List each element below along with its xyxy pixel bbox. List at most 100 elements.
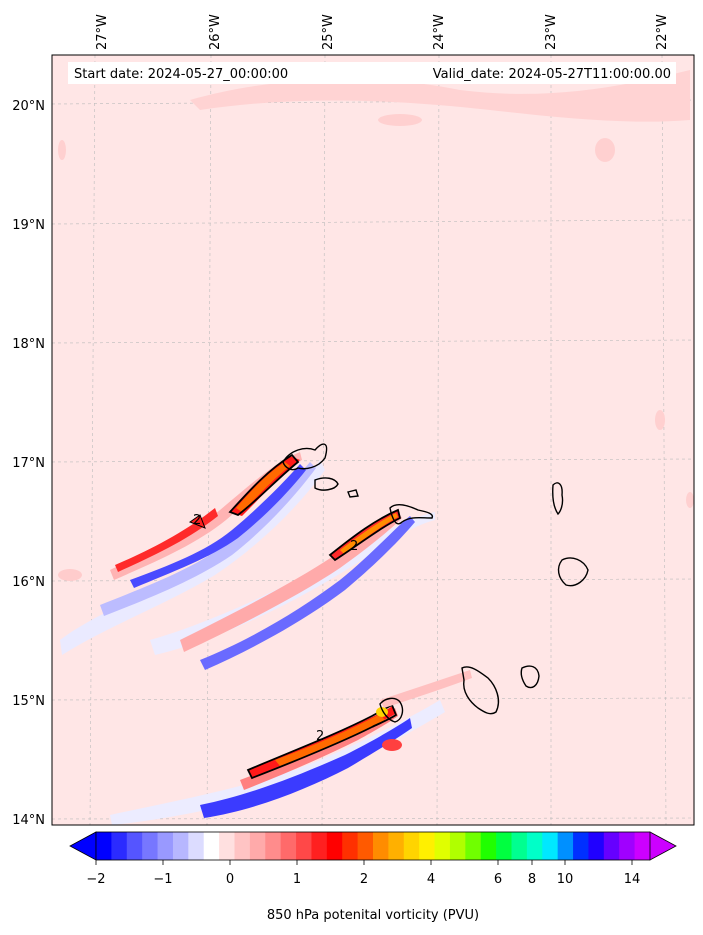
colorbar-swatch: [157, 832, 174, 860]
colorbar-swatch: [219, 832, 236, 860]
lat-label-18n: 18°N: [12, 337, 45, 352]
contour-label: 2: [350, 539, 358, 554]
lat-label-15n: 15°N: [12, 694, 45, 709]
gridline-lat-19n: [51, 219, 695, 225]
pv-streamer-middle: [150, 508, 435, 670]
cbar-tick-label: −1: [153, 872, 172, 887]
latitude-labels: 20°N 19°N 18°N 17°N 16°N 15°N 14°N: [12, 99, 45, 828]
colorbar-frame: [95, 831, 651, 861]
map-frame: [51, 54, 695, 826]
pv-speckle: [58, 569, 82, 581]
island-sao-vicente: [314, 477, 339, 491]
gridline-lon-24w: [436, 54, 440, 826]
colorbar-swatch: [326, 832, 343, 860]
lon-label-23w: 23°W: [544, 14, 559, 50]
pv-speckle: [58, 140, 66, 160]
cbar-tick-label: −2: [86, 872, 105, 887]
colorbar-high-extend-arrow: [649, 831, 677, 861]
colorbar-swatch: [172, 832, 189, 860]
valid-date-label: Valid_date: 2024-05-27T11:00:00.00: [433, 67, 671, 82]
gridline-lon-25w: [321, 54, 326, 826]
gridline-lat-15n: [51, 697, 695, 701]
cbar-tick-label: 0: [226, 872, 234, 887]
pv-streamer-north: [60, 452, 325, 655]
start-date-label: Start date: 2024-05-27_00:00:00: [74, 67, 288, 82]
colorbar-swatch: [96, 832, 112, 860]
contour-labels: 2 2 2: [193, 513, 358, 744]
cbar-tick-label: 4: [427, 872, 435, 887]
contour-label: 2: [193, 513, 201, 528]
pv-speckle: [655, 410, 665, 430]
cbar-tick-label: 1: [293, 872, 301, 887]
lon-label-27w: 27°W: [95, 14, 110, 50]
colorbar-swatch: [373, 832, 389, 860]
map-field-background: [52, 55, 694, 825]
gridline-lat-14n: [51, 817, 695, 820]
pv-speckle: [382, 739, 402, 751]
lon-label-22w: 22°W: [655, 14, 670, 50]
colorbar-swatch: [188, 832, 205, 860]
colorbar-swatch: [496, 832, 513, 860]
colorbar-swatch: [111, 832, 128, 860]
cbar-tick-label: 6: [494, 872, 502, 887]
island-maio: [520, 665, 540, 689]
contour-label: 2: [316, 729, 324, 744]
colorbar-swatch: [342, 832, 359, 860]
lat-label-20n: 20°N: [12, 99, 45, 114]
gridline-lat-16n: [51, 578, 695, 582]
colorbar-swatch: [619, 832, 636, 860]
cbar-tick-label: 8: [528, 872, 536, 887]
colorbar-swatch: [603, 832, 620, 860]
colorbar-swatch: [526, 832, 543, 860]
colorbar-swatch: [511, 832, 528, 860]
lat-label-19n: 19°N: [12, 218, 45, 233]
island-santo-antao: [282, 443, 328, 471]
colorbar-swatch: [280, 832, 297, 860]
lat-label-14n: 14°N: [12, 813, 45, 828]
colorbar-low-extend-arrow: [69, 831, 97, 861]
lat-label-16n: 16°N: [12, 575, 45, 590]
colorbar-swatch: [465, 832, 482, 860]
lon-label-24w: 24°W: [432, 14, 447, 50]
gridline-lat-17n: [51, 458, 695, 463]
gridline-lon-27w: [89, 54, 96, 826]
pv-speckle: [595, 138, 615, 162]
colorbar-swatch: [588, 832, 605, 860]
gridline-lon-22w: [661, 54, 667, 826]
colorbar: −2 −1 0 1 2 4 6 8 10 14 850 hPa potenita…: [69, 831, 677, 923]
colorbar-swatch: [557, 832, 574, 860]
date-annotation-box: [68, 62, 676, 84]
pv-speckle: [686, 492, 694, 508]
colorbar-swatches: [96, 832, 651, 860]
coastlines: [282, 443, 589, 723]
colorbar-ticks: [95, 860, 633, 865]
colorbar-swatch: [403, 832, 420, 860]
pv-speckle: [378, 114, 422, 126]
colorbar-swatch: [142, 832, 159, 860]
island-santiago: [461, 666, 500, 715]
gridline-lon-26w: [206, 54, 212, 826]
cbar-tick-label: 10: [557, 872, 574, 887]
island-sao-nicolau: [389, 504, 434, 525]
lon-label-25w: 25°W: [321, 14, 336, 50]
colorbar-swatch: [249, 832, 266, 860]
colorbar-swatch: [126, 832, 143, 860]
colorbar-swatch: [634, 832, 651, 860]
cbar-tick-label: 2: [360, 872, 368, 887]
colorbar-swatch: [311, 832, 328, 860]
colorbar-swatch: [434, 832, 451, 860]
gridline-lat-18n: [51, 339, 695, 344]
colorbar-swatch: [234, 832, 251, 860]
colorbar-title: 850 hPa potenital vorticity (PVU): [267, 908, 479, 923]
colorbar-swatch: [542, 832, 559, 860]
lon-label-26w: 26°W: [208, 14, 223, 50]
colorbar-swatch: [357, 832, 374, 860]
pv-streamer-south: [110, 670, 472, 825]
colorbar-swatch: [203, 832, 220, 860]
lat-label-17n: 17°N: [12, 456, 45, 471]
colorbar-swatch: [388, 832, 405, 860]
island-boa-vista: [557, 557, 589, 587]
island-fogo: [379, 697, 404, 723]
colorbar-swatch: [296, 832, 313, 860]
